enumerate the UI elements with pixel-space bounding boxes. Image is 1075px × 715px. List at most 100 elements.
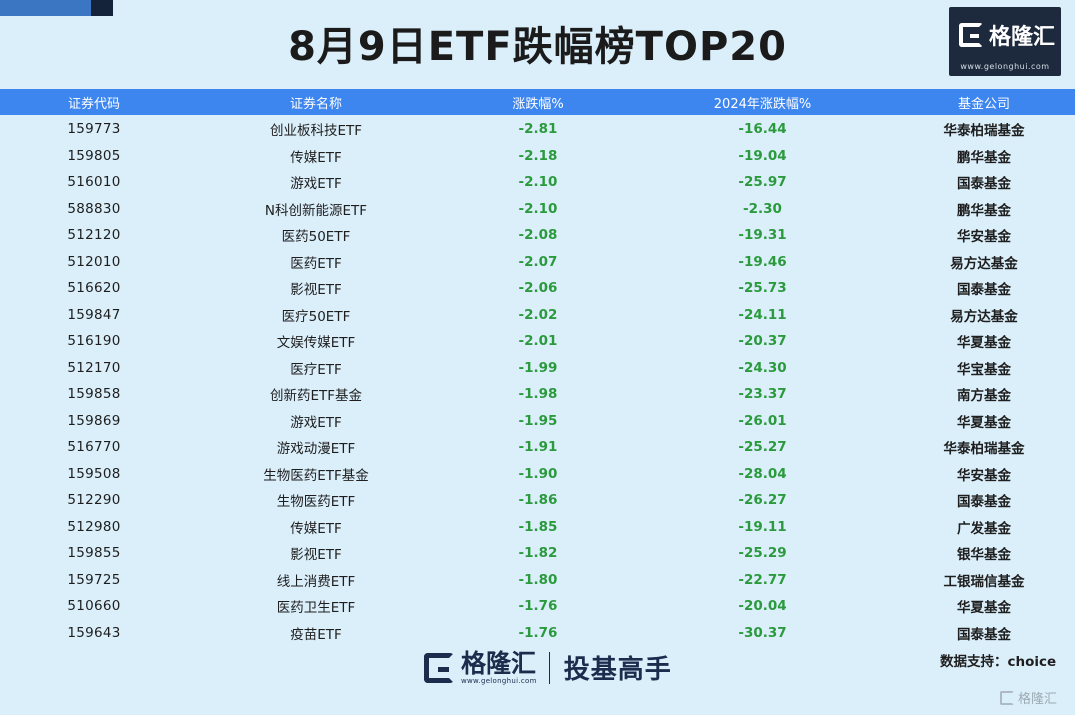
cell-fund-company: 华夏基金 [957, 414, 1011, 431]
footer-divider [548, 651, 550, 684]
cell-code: 159508 [67, 465, 121, 482]
cell-name: 创新药ETF基金 [269, 388, 363, 405]
table-row: 516190 文娱传媒ETF -2.01 -20.37 华夏基金 [0, 328, 1075, 355]
cell-code: 159869 [67, 412, 121, 429]
cell-name: N科创新能源ETF [264, 202, 368, 219]
cell-name: 线上消费ETF [276, 573, 356, 590]
cell-code: 159847 [67, 306, 121, 323]
cell-code: 512120 [67, 227, 121, 244]
cell-fund-company: 华泰柏瑞基金 [943, 441, 1025, 458]
cell-ytd-change: -26.27 [738, 492, 787, 509]
cell-change: -1.90 [518, 465, 558, 482]
corner-decoration [0, 0, 113, 16]
cell-fund-company: 华夏基金 [957, 335, 1011, 352]
cell-ytd-change: -22.77 [738, 571, 787, 588]
cell-ytd-change: -24.30 [738, 359, 787, 376]
data-source: 数据支持：choice [940, 654, 1057, 670]
table-row: 159725 线上消费ETF -1.80 -22.77 工银瑞信基金 [0, 567, 1075, 594]
table-row: 512290 生物医药ETF -1.86 -26.27 国泰基金 [0, 487, 1075, 514]
table-row: 159855 影视ETF -1.82 -25.29 银华基金 [0, 540, 1075, 567]
watermark-text: 格隆汇 [1018, 692, 1058, 707]
cell-name: 传媒ETF [290, 149, 342, 166]
cell-fund-company: 南方基金 [957, 388, 1011, 405]
header-fund-company: 基金公司 [957, 96, 1010, 112]
cell-name: 文娱传媒ETF [276, 335, 356, 352]
header-change: 涨跌幅% [512, 96, 564, 112]
table-row: 159869 游戏ETF -1.95 -26.01 华夏基金 [0, 408, 1075, 435]
header-code: 证券代码 [67, 96, 120, 112]
cell-change: -1.76 [518, 624, 558, 641]
cell-change: -2.06 [518, 280, 558, 297]
cell-name: 游戏ETF [290, 414, 342, 431]
cell-code: 512170 [67, 359, 121, 376]
cell-fund-company: 华安基金 [957, 229, 1011, 246]
cell-change: -2.10 [518, 200, 558, 217]
cell-code: 516770 [67, 439, 121, 456]
cell-change: -1.82 [518, 545, 558, 562]
cell-change: -1.91 [518, 439, 558, 456]
cell-code: 588830 [67, 200, 121, 217]
cell-change: -1.95 [518, 412, 558, 429]
cell-code: 159855 [67, 545, 121, 562]
table-row: 159805 传媒ETF -2.18 -19.04 鹏华基金 [0, 143, 1075, 170]
cell-ytd-change: -20.04 [738, 598, 787, 615]
cell-fund-company: 国泰基金 [957, 282, 1011, 299]
cell-code: 510660 [67, 598, 121, 615]
cell-code: 159725 [67, 571, 121, 588]
table-row: 159508 生物医药ETF基金 -1.90 -28.04 华安基金 [0, 461, 1075, 488]
cell-code: 516010 [67, 174, 121, 191]
cell-name: 医药卫生ETF [276, 600, 356, 617]
cell-name: 医疗ETF [290, 361, 342, 378]
cell-change: -2.07 [518, 253, 558, 270]
footer-logo: 格隆汇 www.gelonghui.com 投基高手 [424, 649, 672, 686]
cell-change: -2.10 [518, 174, 558, 191]
logo-text: 格隆汇 [989, 25, 1056, 50]
cell-code: 512010 [67, 253, 121, 270]
cell-ytd-change: -19.46 [738, 253, 787, 270]
cell-name: 影视ETF [290, 282, 342, 299]
cell-change: -2.01 [518, 333, 558, 350]
cell-fund-company: 华宝基金 [957, 361, 1011, 378]
cell-name: 医疗50ETF [281, 308, 351, 325]
cell-fund-company: 银华基金 [957, 547, 1011, 564]
cell-change: -2.18 [518, 147, 558, 164]
cell-name: 游戏ETF [290, 176, 342, 193]
cell-ytd-change: -23.37 [738, 386, 787, 403]
cell-fund-company: 国泰基金 [957, 494, 1011, 511]
gelonghui-logo-icon [959, 23, 983, 47]
cell-name: 创业板科技ETF [269, 123, 363, 140]
table-row: 510660 医药卫生ETF -1.76 -20.04 华夏基金 [0, 593, 1075, 620]
cell-change: -1.98 [518, 386, 558, 403]
header-name: 证券名称 [289, 96, 342, 112]
cell-ytd-change: -24.11 [738, 306, 787, 323]
cell-name: 影视ETF [290, 547, 342, 564]
footer-slogan: 投基高手 [563, 655, 672, 685]
cell-name: 生物医药ETF基金 [263, 467, 369, 484]
cell-fund-company: 华泰柏瑞基金 [943, 123, 1025, 140]
cell-fund-company: 国泰基金 [957, 176, 1011, 193]
table-row: 512980 传媒ETF -1.85 -19.11 广发基金 [0, 514, 1075, 541]
table-header: 证券代码 证券名称 涨跌幅% 2024年涨跌幅% 基金公司 [0, 89, 1075, 115]
page-title: 8月9日ETF跌幅榜TOP20 [288, 24, 787, 70]
cell-fund-company: 国泰基金 [957, 626, 1011, 643]
cell-code: 159805 [67, 147, 121, 164]
cell-change: -1.76 [518, 598, 558, 615]
cell-change: -2.81 [518, 121, 558, 138]
cell-ytd-change: -2.30 [743, 200, 782, 217]
cell-fund-company: 易方达基金 [950, 255, 1018, 272]
cell-code: 516620 [67, 280, 121, 297]
cell-name: 游戏动漫ETF [276, 441, 356, 458]
logo-url: www.gelonghui.com [960, 62, 1050, 71]
table-row: 512010 医药ETF -2.07 -19.46 易方达基金 [0, 249, 1075, 276]
table-row: 159858 创新药ETF基金 -1.98 -23.37 南方基金 [0, 381, 1075, 408]
cell-fund-company: 华安基金 [957, 467, 1011, 484]
cell-ytd-change: -16.44 [738, 121, 787, 138]
table-row: 512120 医药50ETF -2.08 -19.31 华安基金 [0, 222, 1075, 249]
cell-name: 生物医药ETF [276, 494, 356, 511]
cell-ytd-change: -25.29 [738, 545, 787, 562]
table-row: 512170 医疗ETF -1.99 -24.30 华宝基金 [0, 355, 1075, 382]
cell-ytd-change: -28.04 [738, 465, 787, 482]
cell-ytd-change: -19.31 [738, 227, 787, 244]
cell-name: 医药50ETF [281, 229, 351, 246]
cell-code: 159858 [67, 386, 121, 403]
